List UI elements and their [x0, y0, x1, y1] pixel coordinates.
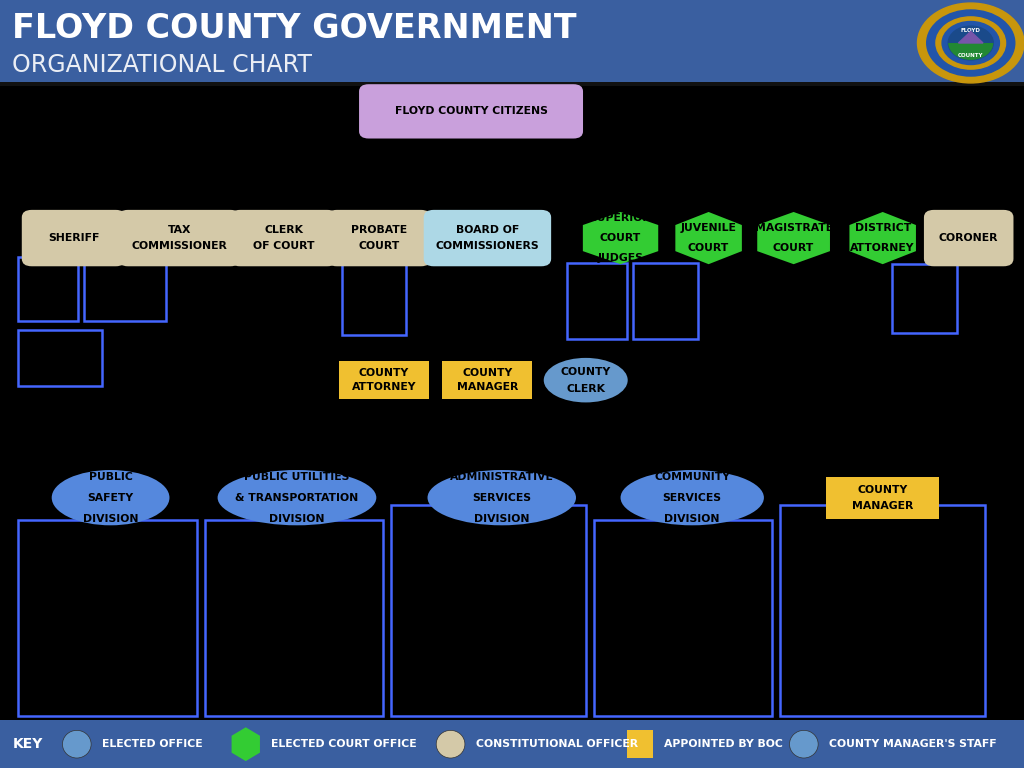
Bar [205, 520, 383, 716]
Text: COURT: COURT [358, 241, 399, 251]
Text: TAX: TAX [168, 225, 190, 235]
FancyBboxPatch shape [22, 210, 126, 266]
Text: FLOYD COUNTY CITIZENS: FLOYD COUNTY CITIZENS [394, 106, 548, 117]
Bar [18, 257, 78, 321]
Text: SERVICES: SERVICES [472, 492, 531, 503]
Polygon shape [676, 212, 741, 264]
Circle shape [927, 10, 1015, 76]
Polygon shape [583, 212, 658, 264]
Text: DIVISION: DIVISION [269, 514, 325, 524]
Ellipse shape [51, 470, 170, 525]
Bar [627, 730, 653, 758]
Bar [342, 260, 406, 335]
Wedge shape [948, 43, 993, 60]
Bar [780, 505, 985, 716]
Ellipse shape [436, 730, 465, 758]
FancyBboxPatch shape [118, 210, 241, 266]
Bar [84, 257, 166, 321]
Text: COURT: COURT [773, 243, 814, 253]
Text: ORGANIZATIONAL CHART: ORGANIZATIONAL CHART [12, 52, 312, 77]
Text: COUNTY: COUNTY [958, 53, 983, 58]
Text: JUVENILE: JUVENILE [681, 223, 736, 233]
Text: MANAGER: MANAGER [457, 382, 518, 392]
Bar [594, 520, 772, 716]
Text: COUNTY MANAGER'S STAFF: COUNTY MANAGER'S STAFF [829, 739, 997, 750]
Bar [0, 0, 1024, 82]
Text: COURT: COURT [600, 233, 641, 243]
Text: CORONER: CORONER [939, 233, 998, 243]
FancyBboxPatch shape [424, 210, 551, 266]
Text: DIVISION: DIVISION [665, 514, 720, 524]
Text: PROBATE: PROBATE [351, 225, 407, 235]
Bar [567, 263, 627, 339]
Polygon shape [757, 212, 830, 264]
Text: FLOYD: FLOYD [961, 28, 981, 33]
Bar [391, 505, 586, 716]
Text: DISTRICT: DISTRICT [855, 223, 910, 233]
FancyBboxPatch shape [924, 210, 1014, 266]
Text: ATTORNEY: ATTORNEY [851, 243, 914, 253]
Text: COURT: COURT [688, 243, 729, 253]
Text: ELECTED COURT OFFICE: ELECTED COURT OFFICE [271, 739, 417, 750]
Text: CONSTITUTIONAL OFFICER: CONSTITUTIONAL OFFICER [476, 739, 638, 750]
Ellipse shape [428, 470, 575, 525]
Text: COUNTY: COUNTY [358, 368, 410, 378]
FancyBboxPatch shape [230, 210, 337, 266]
Text: DIVISION: DIVISION [474, 514, 529, 524]
Text: ELECTED OFFICE: ELECTED OFFICE [102, 739, 203, 750]
Circle shape [948, 26, 993, 60]
FancyBboxPatch shape [359, 84, 583, 138]
Text: SHERIFF: SHERIFF [48, 233, 99, 243]
Text: COUNTY: COUNTY [462, 368, 513, 378]
Text: ATTORNEY: ATTORNEY [352, 382, 416, 392]
Text: COUNTY: COUNTY [560, 366, 611, 376]
Text: DIVISION: DIVISION [83, 514, 138, 524]
FancyBboxPatch shape [327, 210, 431, 266]
Text: APPOINTED BY BOC: APPOINTED BY BOC [664, 739, 782, 750]
Text: COUNTY: COUNTY [857, 485, 908, 495]
Text: SERVICES: SERVICES [663, 492, 722, 503]
Circle shape [936, 17, 1006, 69]
Ellipse shape [790, 730, 818, 758]
Text: SAFETY: SAFETY [87, 492, 134, 503]
Text: FLOYD COUNTY GOVERNMENT: FLOYD COUNTY GOVERNMENT [12, 12, 577, 45]
Text: COMMISSIONERS: COMMISSIONERS [435, 241, 540, 251]
Ellipse shape [62, 730, 91, 758]
Bar [826, 476, 939, 519]
Polygon shape [958, 31, 983, 43]
Ellipse shape [544, 358, 628, 402]
Ellipse shape [621, 470, 764, 525]
Text: ADMINISTRATIVE: ADMINISTRATIVE [450, 472, 554, 482]
Text: & TRANSPORTATION: & TRANSPORTATION [236, 492, 358, 503]
Polygon shape [850, 212, 915, 264]
Bar [18, 330, 102, 386]
Bar [892, 264, 957, 333]
Text: COMMISSIONER: COMMISSIONER [131, 241, 227, 251]
Bar [442, 361, 532, 399]
Text: OF COURT: OF COURT [253, 241, 314, 251]
Bar [0, 720, 1024, 768]
Text: BOARD OF: BOARD OF [456, 225, 519, 235]
Text: KEY: KEY [12, 737, 43, 751]
Text: CLERK: CLERK [264, 225, 303, 235]
Circle shape [942, 22, 999, 65]
Text: COMMUNITY: COMMUNITY [654, 472, 730, 482]
Text: MAGISTRATE: MAGISTRATE [755, 223, 833, 233]
Text: PUBLIC UTILITIES: PUBLIC UTILITIES [245, 472, 349, 482]
Text: JUDGES: JUDGES [598, 253, 643, 263]
Text: SUPERIOR: SUPERIOR [590, 214, 651, 223]
Polygon shape [231, 727, 260, 761]
Text: CLERK: CLERK [566, 384, 605, 394]
Text: MANAGER: MANAGER [852, 501, 913, 511]
Bar [633, 263, 698, 339]
Ellipse shape [217, 470, 377, 525]
Bar [0, 82, 1024, 86]
Text: PUBLIC: PUBLIC [89, 472, 132, 482]
Bar [18, 520, 197, 716]
Bar [339, 361, 429, 399]
Circle shape [918, 3, 1024, 83]
